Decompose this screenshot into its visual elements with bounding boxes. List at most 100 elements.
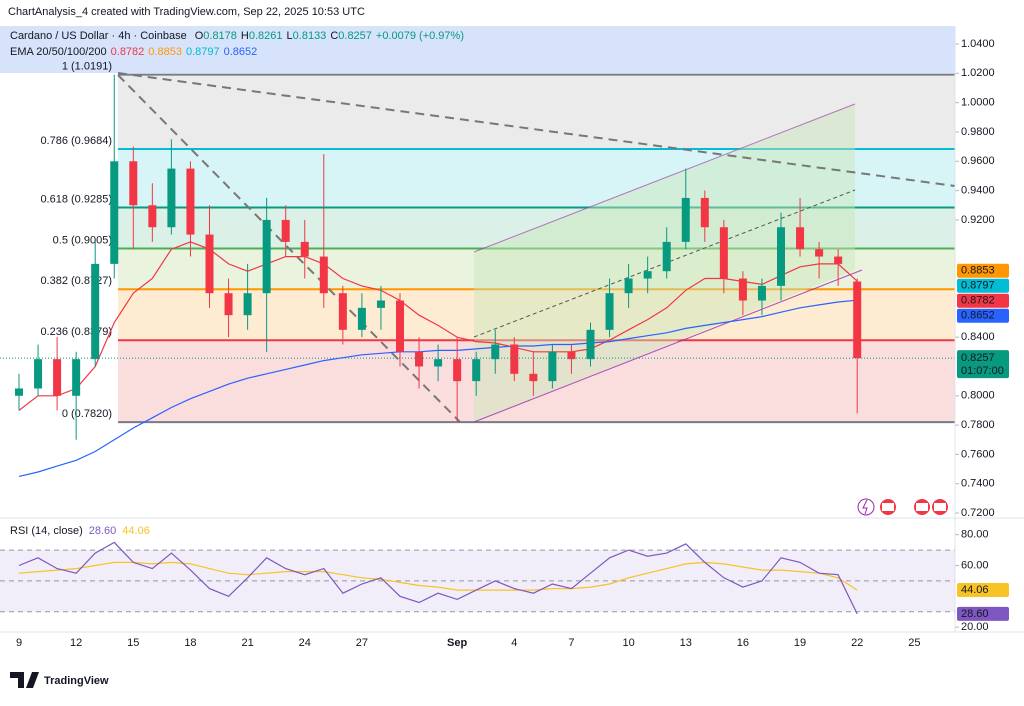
x-tick-label: 10	[622, 637, 634, 649]
price-label: 28.60	[961, 608, 989, 620]
candle-body	[757, 285, 766, 301]
title: Cardano / US Dollar · 4h · Coinbase	[10, 30, 187, 42]
price-label: 0.8782	[961, 295, 995, 307]
ema-legend: EMA 20/50/100/200 0.8782 0.8853 0.8797 0.865…	[10, 46, 257, 58]
x-tick-label: 24	[299, 637, 311, 649]
fib-label: 0.382 (0.8727)	[40, 275, 112, 287]
fib-label: 1 (1.0191)	[62, 61, 112, 73]
candle-body	[434, 359, 443, 367]
price-label-bg	[957, 308, 1009, 323]
x-tick-label: 19	[794, 637, 806, 649]
price-label-bg	[957, 263, 1009, 278]
y-tick-label: 0.8000	[961, 390, 995, 402]
x-tick-label: 12	[70, 637, 82, 649]
y-tick-label: 1.0200	[961, 67, 995, 79]
x-tick-label: 27	[356, 637, 368, 649]
event-icons	[857, 498, 948, 516]
y-tick-label: 0.9800	[961, 126, 995, 138]
ohlc-value: 0.8257	[338, 30, 372, 42]
x-tick-label: 7	[568, 637, 574, 649]
fib-label: 0.5 (0.9005)	[53, 234, 112, 246]
candle-body	[853, 281, 862, 359]
rsi-line	[18, 541, 858, 615]
x-tick-label: 4	[511, 637, 517, 649]
legend-part: RSI (14, close)	[10, 525, 83, 537]
price-label: 0.8652	[961, 310, 995, 322]
candle-body	[338, 293, 347, 330]
ohlc-key: L	[287, 30, 293, 42]
ema-name: EMA 20/50/100/200	[10, 46, 107, 58]
y-tick-label: 80.00	[961, 529, 989, 541]
y-tick-label: 20.00	[961, 621, 989, 633]
ohlc-value: 0.8133	[293, 30, 327, 42]
y-tick-label: 60.00	[961, 559, 989, 571]
channel-top	[473, 103, 856, 253]
brand: TradingView	[44, 675, 109, 687]
candle-body	[281, 219, 290, 242]
candle-body	[319, 256, 328, 294]
candle-body	[262, 219, 271, 294]
x-tick-label: 22	[851, 637, 863, 649]
ohlc-value: 0.8178	[203, 30, 237, 42]
candle-body	[662, 241, 671, 272]
y-tick-label: 0.9600	[961, 155, 995, 167]
fib-zone	[118, 289, 955, 341]
price-label-bg	[957, 606, 1009, 621]
candle-body	[243, 293, 252, 316]
candle-body	[396, 300, 404, 352]
candle-body	[148, 205, 157, 228]
candle-body	[529, 373, 538, 382]
candle-body	[719, 227, 728, 279]
candle-body	[129, 161, 138, 206]
x-tick-label: 18	[184, 637, 196, 649]
countdown: 01:07:00	[961, 365, 1004, 377]
fib-zone	[118, 340, 955, 423]
y-tick-label: 1.0000	[961, 97, 995, 109]
x-tick-label: 13	[680, 637, 692, 649]
x-tick-label: 21	[241, 637, 253, 649]
ohlc-key: C	[330, 30, 338, 42]
candle-body	[605, 293, 614, 330]
last-price-bg	[957, 350, 1009, 379]
ohlc-key: H	[241, 30, 249, 42]
candle-body	[53, 359, 62, 396]
candle-body	[91, 263, 100, 360]
fib-label: 0 (0.7820)	[62, 408, 112, 420]
candle-body	[415, 351, 424, 367]
candle-body	[205, 234, 214, 294]
price-label-bg	[957, 278, 1009, 293]
ema-line	[18, 241, 858, 411]
candle-body	[700, 197, 709, 228]
candle-body	[586, 329, 595, 360]
y-tick-label: 0.9400	[961, 185, 995, 197]
trend-line	[117, 74, 461, 423]
candle-body	[548, 351, 557, 382]
candle-body	[186, 168, 195, 235]
y-tick-label: 0.8400	[961, 331, 995, 343]
x-tick-label: Sep	[447, 637, 467, 649]
trend-line	[117, 72, 956, 187]
candle-body	[357, 307, 366, 330]
price-label: 44.06	[961, 584, 989, 596]
candle-body	[453, 359, 462, 382]
y-tick-label: 0.7400	[961, 478, 995, 490]
candle-body	[167, 168, 176, 228]
candle-body	[834, 256, 843, 264]
ohlc-key: O	[195, 30, 204, 42]
x-tick-label: 9	[16, 637, 22, 649]
candle-body	[110, 161, 119, 264]
candle-body	[510, 344, 519, 374]
x-tick-label: 25	[908, 637, 920, 649]
y-tick-label: 0.9200	[961, 214, 995, 226]
fib-zone	[118, 148, 955, 208]
y-tick-label: 0.7200	[961, 507, 995, 519]
fib-zone	[118, 74, 955, 149]
x-tick-label: 16	[737, 637, 749, 649]
candle-body	[34, 359, 43, 389]
symbol-title: Cardano / US Dollar · 4h · Coinbase O0.81…	[10, 30, 464, 42]
top-zone	[0, 26, 955, 73]
candle-body	[643, 271, 652, 279]
candle-body	[15, 388, 23, 396]
y-tick-label: 1.0400	[961, 38, 995, 50]
